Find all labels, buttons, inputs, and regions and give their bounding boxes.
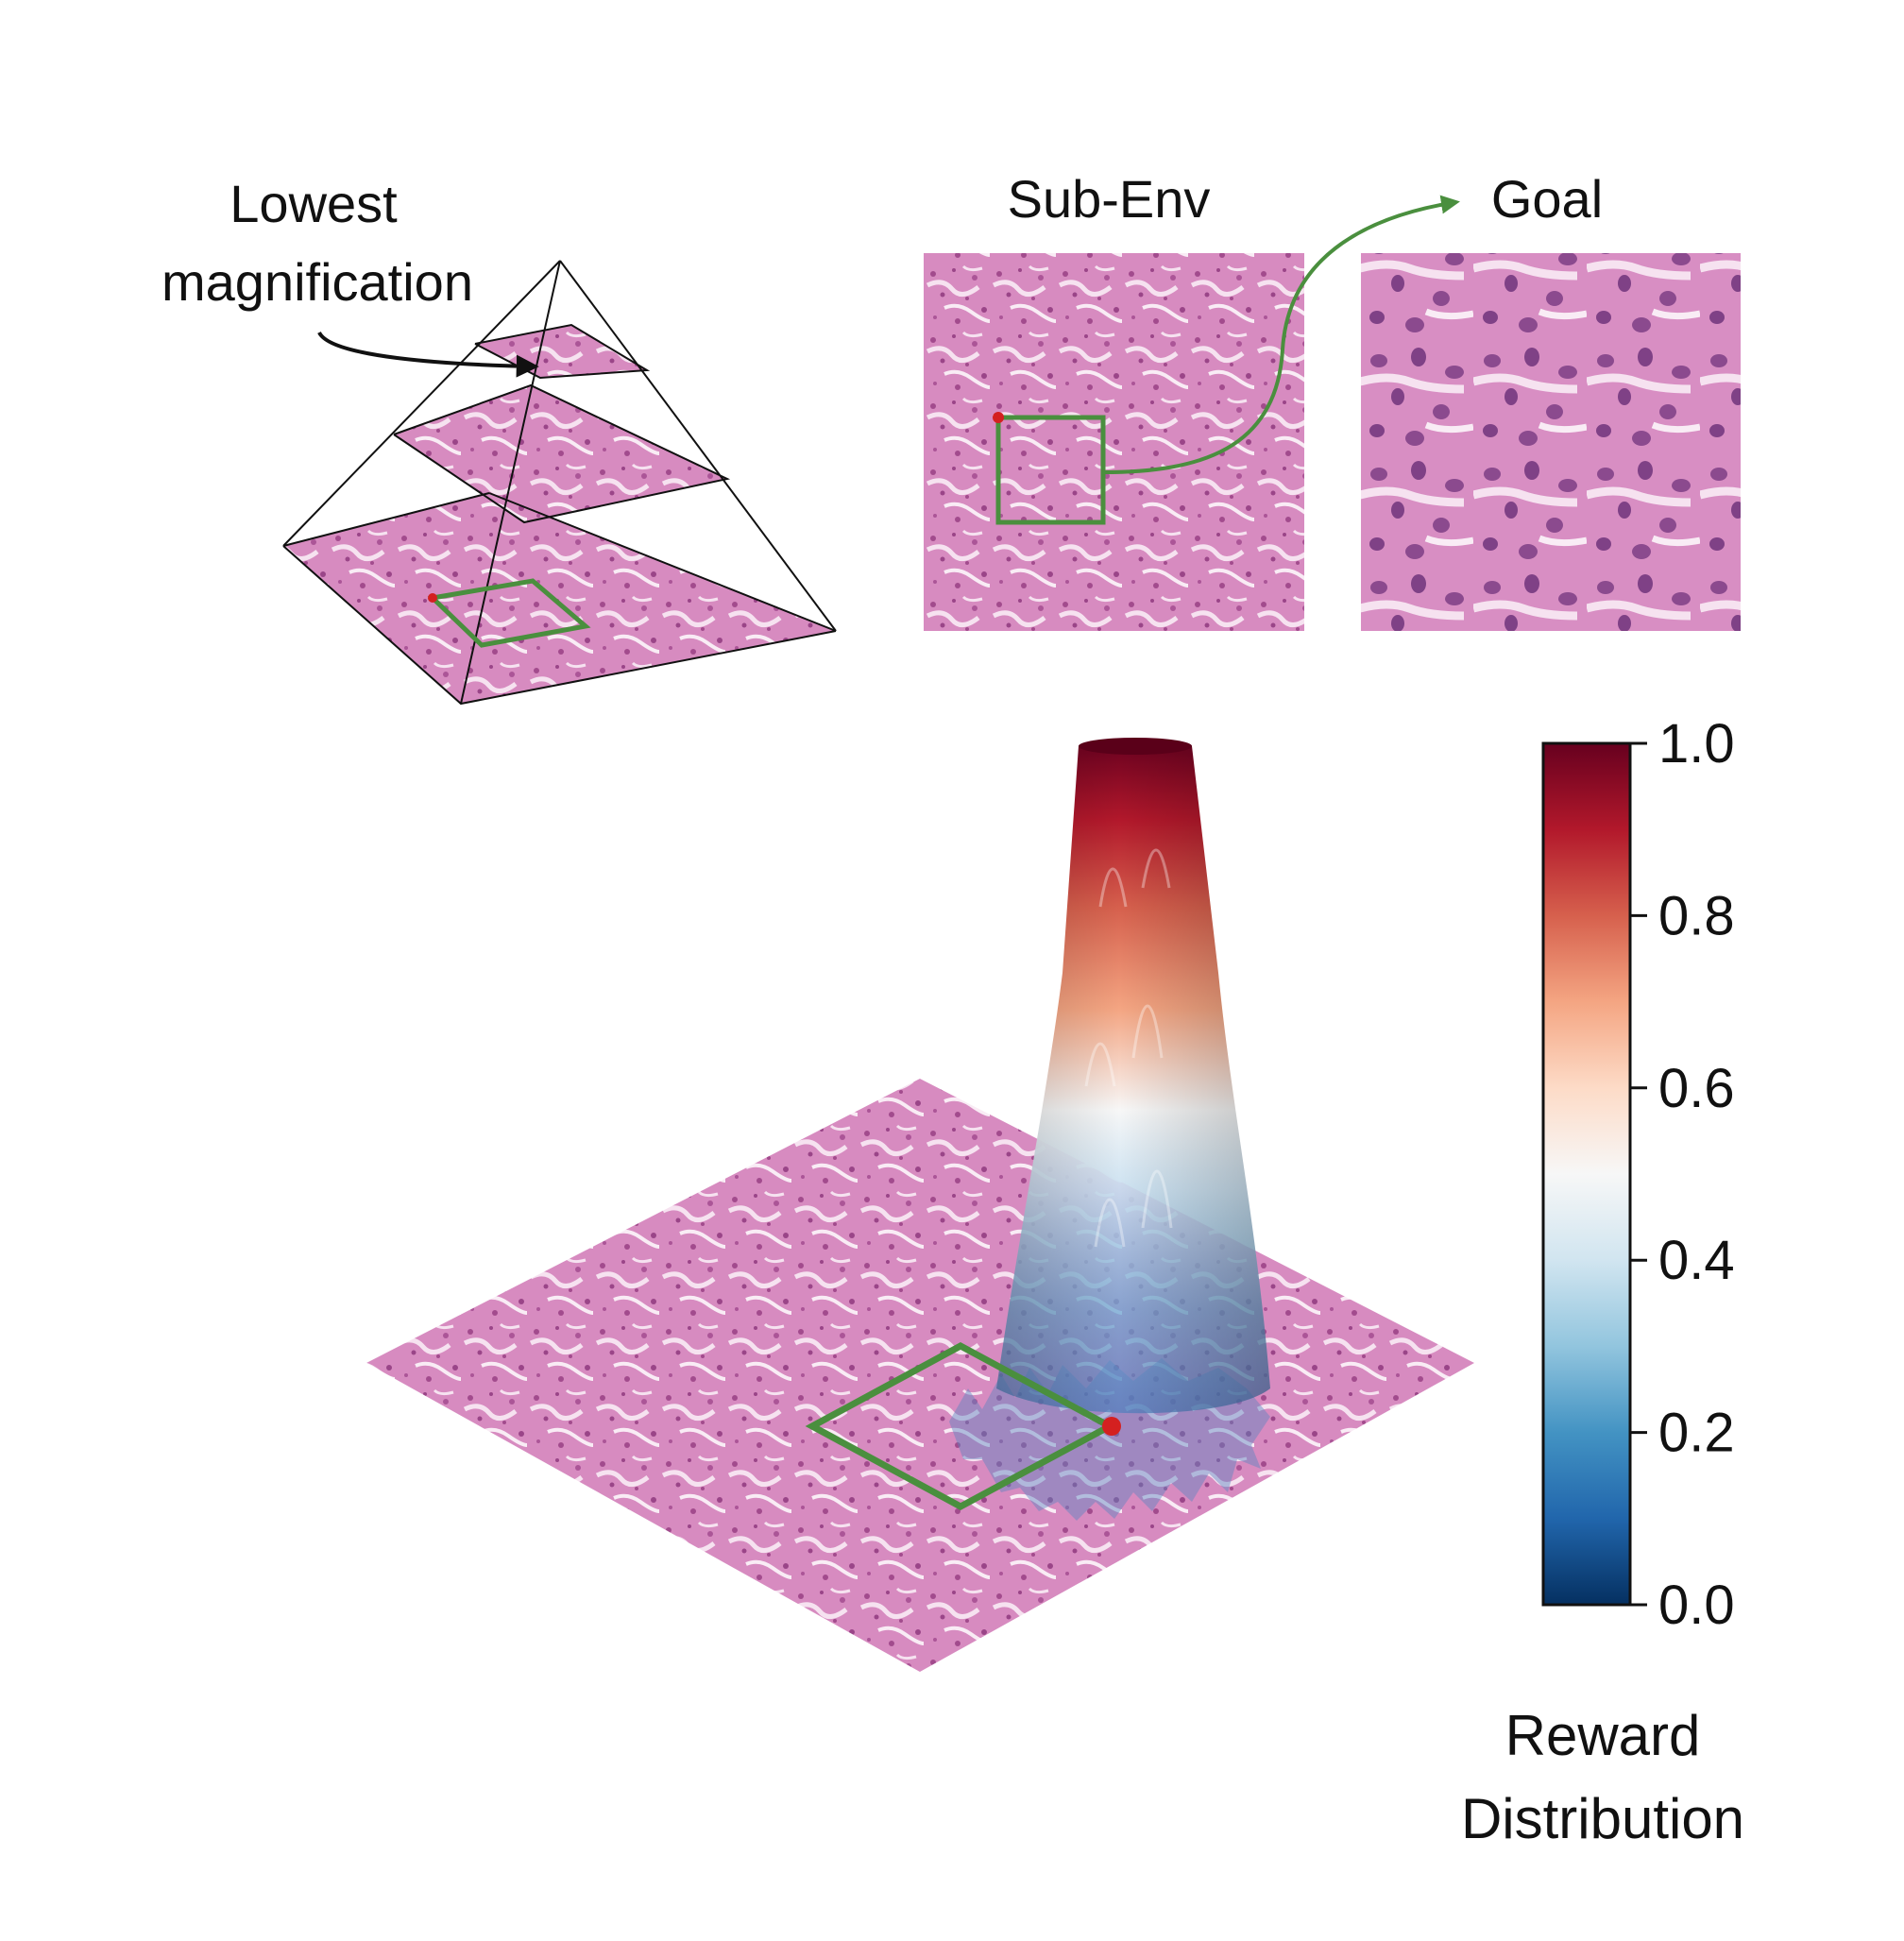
pyramid-top-slide	[475, 325, 647, 378]
colorbar-ticks: 1.0 0.8 0.6 0.4 0.2 0.0	[1630, 713, 1735, 1636]
pyramid-edges	[282, 260, 837, 706]
reward-peak-top	[1079, 738, 1192, 755]
goal-label: Goal	[1491, 169, 1603, 229]
colorbar-tick-label: 0.0	[1658, 1575, 1735, 1636]
sub-env-marker	[993, 412, 1004, 423]
goal-image	[1361, 253, 1741, 631]
colorbar-tick-label: 1.0	[1658, 713, 1735, 775]
pyramid-marker	[428, 593, 437, 603]
colorbar-tick-label: 0.8	[1658, 885, 1735, 946]
reward-peak-ripples	[1084, 848, 1173, 1248]
goal-arrow-icon	[1102, 195, 1460, 474]
colorbar-tick-label: 0.2	[1658, 1403, 1735, 1464]
landscape-tissue-plane	[366, 1079, 1474, 1672]
reward-distribution-label-1: Reward	[1505, 1704, 1701, 1767]
pyramid-highlight-box	[427, 578, 591, 648]
lowest-magnification-label-1: Lowest	[230, 174, 398, 233]
pyramid-base-slide	[283, 493, 836, 704]
pyramid-middle-slide	[394, 385, 727, 522]
reward-landscape	[366, 738, 1474, 1672]
lowest-magnification-label-2: magnification	[162, 252, 473, 312]
sub-env-image	[924, 253, 1304, 631]
sub-env-highlight-box	[995, 415, 1106, 525]
reward-distribution-label-2: Distribution	[1461, 1787, 1744, 1850]
sub-env-label: Sub-Env	[1008, 169, 1211, 229]
curved-arrow-icon	[317, 331, 539, 378]
landscape-marker	[1102, 1417, 1121, 1436]
colorbar: 1.0 0.8 0.6 0.4 0.2 0.0	[1541, 713, 1735, 1636]
reward-peak-shading	[996, 739, 1270, 1414]
colorbar-tick-label: 0.6	[1658, 1058, 1735, 1119]
colorbar-bar	[1541, 741, 1632, 1607]
pyramid-icon	[282, 260, 837, 706]
colorbar-tick-label: 0.4	[1658, 1230, 1735, 1291]
